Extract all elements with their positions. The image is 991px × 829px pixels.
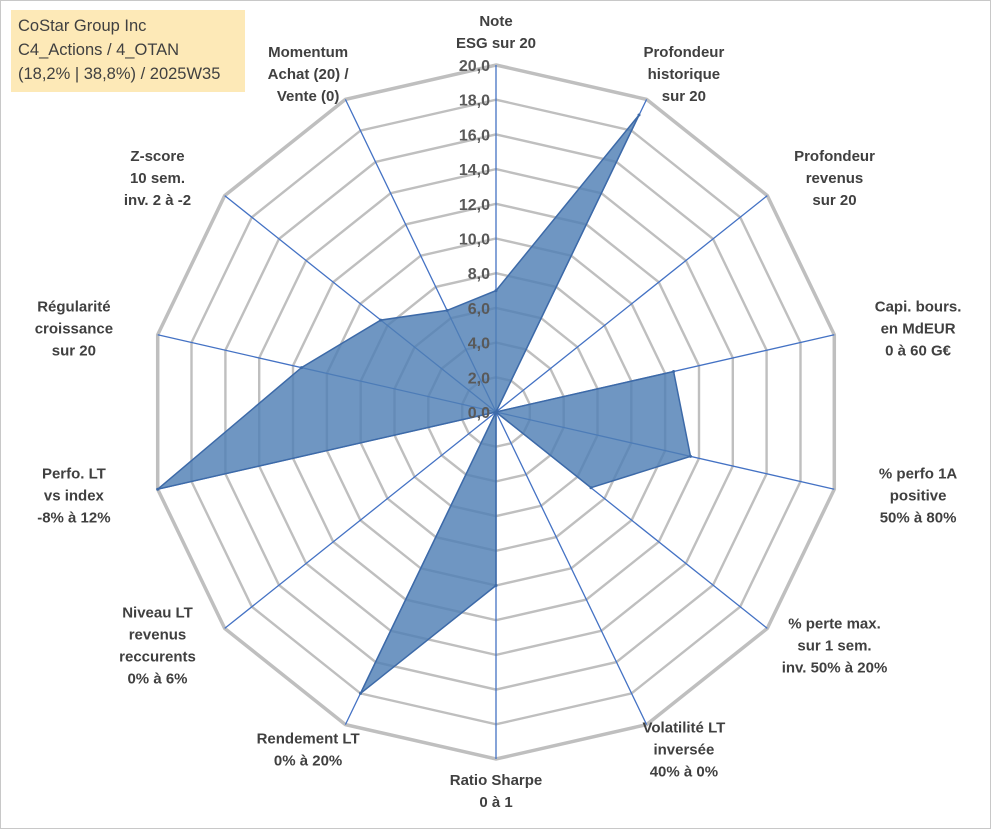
axis-spoke: [224, 411, 497, 629]
axis-label-line: ESG sur 20: [456, 35, 536, 52]
chart-title-box: CoStar Group Inc C4_Actions / 4_OTAN (18…: [11, 10, 245, 92]
axis-label-line: Rendement LT: [257, 731, 360, 748]
axis-label-line: inv. 50% à 20%: [782, 660, 888, 677]
axis-label-line: % perfo 1A: [879, 465, 958, 482]
tick-label: 16,0: [459, 127, 490, 144]
axis-label-line: sur 20: [662, 88, 706, 105]
axis-label-line: historique: [648, 66, 721, 83]
data-point: [379, 318, 383, 322]
axis-label: Profondeur revenus sur 20: [794, 148, 875, 209]
axis-label-line: vs index: [44, 487, 105, 504]
axis-label-line: Note: [479, 13, 512, 30]
data-point: [494, 289, 498, 293]
axis-label: Perfo. LT vs index -8% à 12%: [37, 465, 110, 526]
axis-label: % perfo 1A positive 50% à 80%: [879, 465, 958, 526]
axis-label-line: Capi. bours.: [875, 298, 962, 315]
data-point: [689, 454, 692, 458]
tick-label: 18,0: [459, 93, 490, 110]
axis-label-line: revenus: [129, 627, 187, 644]
axis-label-line: Momentum: [268, 44, 348, 61]
axis-label-line: 0 à 60 G€: [885, 342, 952, 359]
axis-label: Rendement LT 0% à 20%: [257, 731, 360, 770]
data-point: [637, 113, 641, 117]
axis-label: Momentum Achat (20) / Vente (0): [268, 44, 350, 105]
axis-label-line: croissance: [35, 320, 113, 337]
axis-label-line: % perte max.: [788, 616, 881, 633]
axis-label-line: 0 à 1: [479, 794, 512, 811]
data-point: [156, 487, 160, 491]
axis-label-line: 0% à 20%: [274, 753, 342, 770]
axis-label-line: Volatilité LT: [643, 720, 726, 737]
axis-label-line: inv. 2 à -2: [124, 192, 191, 209]
data-point: [445, 308, 449, 312]
axis-label-line: positive: [890, 487, 947, 504]
chart-title-company: CoStar Group Inc: [18, 17, 147, 35]
data-point: [359, 691, 362, 695]
tick-label: 14,0: [459, 162, 490, 179]
axis-label-line: 0% à 6%: [127, 671, 187, 688]
tick-label: 0,0: [468, 405, 490, 422]
axis-label-line: revenus: [806, 170, 864, 187]
axis-label-line: inversée: [653, 742, 714, 759]
axis-label: Profondeur historique sur 20: [643, 44, 724, 105]
axis-label: Niveau LT revenus reccurents 0% à 6%: [119, 605, 196, 688]
tick-label: 10,0: [459, 232, 490, 249]
axis-label: % perte max. sur 1 sem. inv. 50% à 20%: [782, 616, 888, 677]
tick-label: 2,0: [468, 370, 490, 387]
data-point: [589, 486, 593, 490]
axis-label-line: Ratio Sharpe: [450, 772, 543, 789]
axis-label-line: -8% à 12%: [37, 509, 110, 526]
data-point: [494, 410, 498, 414]
axis-label-line: Z-score: [130, 148, 184, 165]
axis-label-line: reccurents: [119, 649, 196, 666]
data-point: [672, 370, 676, 373]
tick-layer: 0,0 2,0 4,0 6,0 8,0 10,0 12,0 14,0 16,0 18,0 20,0: [459, 58, 490, 422]
data-point: [494, 584, 498, 587]
chart-title-stats: (18,2% | 38,8%) / 2025W35: [18, 65, 221, 83]
axis-label-line: Régularité: [37, 298, 110, 315]
tick-label: 12,0: [459, 197, 490, 214]
axis-label: Régularité croissance sur 20: [35, 298, 113, 359]
axis-label-line: 50% à 80%: [880, 509, 957, 526]
axis-label-line: sur 20: [52, 342, 96, 359]
axis-label-line: Vente (0): [277, 88, 340, 105]
axis-label: Capi. bours. en MdEUR 0 à 60 G€: [875, 298, 962, 359]
series-layer: [156, 113, 692, 695]
tick-label: 20,0: [459, 58, 490, 75]
axis-label-line: Profondeur: [794, 148, 875, 165]
axis-label: Ratio Sharpe 0 à 1: [450, 772, 543, 811]
axis-spoke: [495, 195, 768, 413]
axis-label-line: sur 20: [812, 192, 856, 209]
axis-label-line: Perfo. LT: [42, 465, 106, 482]
tick-label: 4,0: [468, 336, 490, 353]
axis-label-line: sur 1 sem.: [797, 638, 871, 655]
axis-spoke: [495, 411, 648, 725]
tick-label: 6,0: [468, 301, 490, 318]
axis-label: Volatilité LT inversée 40% à 0%: [643, 720, 726, 781]
axis-label: Z-score 10 sem. inv. 2 à -2: [124, 148, 191, 209]
axis-label-line: Achat (20) /: [268, 66, 350, 83]
axis-label-line: 10 sem.: [130, 170, 185, 187]
label-layer: Note ESG sur 20 Profondeur historique sur 20…: [35, 13, 962, 811]
axis-label-line: Niveau LT: [122, 605, 193, 622]
axis-label-line: 40% à 0%: [650, 764, 718, 781]
axis-label-line: en MdEUR: [881, 320, 956, 337]
chart-title-category: C4_Actions / 4_OTAN: [18, 41, 180, 59]
tick-label: 8,0: [468, 266, 490, 283]
data-point: [300, 366, 303, 370]
axis-label: Note ESG sur 20: [456, 13, 536, 52]
axis-label-line: Profondeur: [643, 44, 724, 61]
